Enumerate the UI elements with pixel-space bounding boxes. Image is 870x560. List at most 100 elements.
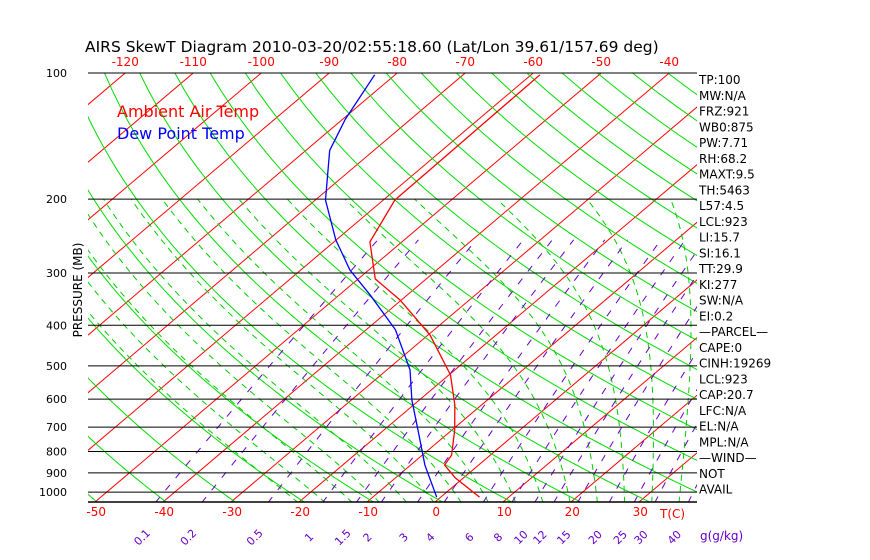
moist-adiabat-line bbox=[496, 198, 626, 502]
pressure-tick-label: 100 bbox=[46, 67, 67, 80]
stat-item: TH:5463 bbox=[698, 183, 750, 197]
dew-point-line bbox=[324, 74, 438, 498]
stat-item: TT:29.9 bbox=[698, 262, 743, 276]
isotherm-line bbox=[88, 73, 194, 163]
stat-item: EL:N/A bbox=[699, 420, 739, 434]
pressure-lines bbox=[88, 72, 697, 503]
mixing-ratio-tick-label: 40 bbox=[665, 528, 684, 547]
dry-adiabat-line bbox=[244, 73, 697, 431]
mixing-ratio-line bbox=[267, 239, 477, 502]
isotherm-line bbox=[570, 394, 697, 502]
dry-adiabat-line bbox=[174, 73, 697, 493]
top-temp-tick-label: -70 bbox=[455, 55, 475, 69]
moist-adiabat-line bbox=[238, 198, 517, 502]
dry-adiabat-line bbox=[456, 73, 697, 257]
mixing-ratio-tick-label: 0.5 bbox=[244, 527, 266, 549]
y-axis-label: PRESSURE (MB) bbox=[71, 243, 85, 338]
moist-adiabat-line bbox=[414, 198, 598, 502]
pressure-tick-label: 700 bbox=[46, 421, 67, 434]
mixing-ratio-tick-label: 8 bbox=[491, 530, 505, 544]
top-temp-tick-label: -110 bbox=[180, 55, 207, 69]
bottom-temp-tick-label: 10 bbox=[497, 505, 512, 519]
stat-item: LCL:923 bbox=[699, 215, 748, 229]
stat-item: LCL:923 bbox=[699, 372, 748, 386]
isotherm-line bbox=[88, 73, 466, 394]
isotherm-line bbox=[0, 64, 68, 503]
dry-adiabat-line bbox=[491, 73, 697, 229]
mixing-ratio-line bbox=[608, 350, 697, 502]
bottom-temp-tick-label: -10 bbox=[358, 505, 378, 519]
bottom-temp-tick-label: -40 bbox=[154, 505, 174, 519]
mixing-ratio-line bbox=[155, 239, 379, 502]
mixing-ratio-line bbox=[553, 274, 697, 502]
dry-adiabat-line bbox=[280, 73, 697, 400]
dry-adiabat-line bbox=[209, 73, 697, 461]
mixing-ratio-tick-label: 4 bbox=[423, 530, 437, 544]
stat-item: —WIND— bbox=[699, 451, 757, 465]
mixing-ratio-line bbox=[577, 305, 697, 502]
mixing-ratio-line bbox=[534, 249, 697, 502]
pressure-tick-label: 300 bbox=[46, 267, 67, 280]
pressure-tick-label: 400 bbox=[46, 319, 67, 332]
mixing-ratio-tick-label: 20 bbox=[586, 528, 605, 547]
sounding-lines bbox=[324, 74, 541, 498]
stat-item: MPL:N/A bbox=[699, 435, 749, 449]
legend-dew-point-temp: Dew Point Temp bbox=[117, 124, 245, 143]
stat-item: TP:100 bbox=[698, 73, 741, 87]
isotherm-line bbox=[502, 336, 697, 502]
isotherm-line bbox=[88, 73, 262, 221]
isotherm-line bbox=[638, 452, 697, 502]
stat-item: LI:15.7 bbox=[699, 231, 740, 245]
moist-adiabat-line bbox=[670, 198, 692, 502]
dry-adiabat-line bbox=[632, 73, 697, 122]
mixing-ratio-tick-label: 1.5 bbox=[332, 527, 354, 549]
mixing-ratio-line bbox=[356, 239, 553, 502]
mixing-ratio-tick-label: 0.2 bbox=[178, 527, 200, 549]
isotherm-line bbox=[366, 221, 697, 502]
dry-adiabat-line bbox=[420, 73, 697, 284]
dry-adiabat-line bbox=[385, 73, 697, 313]
mixing-ratio-line bbox=[201, 239, 419, 502]
isotherm-line bbox=[88, 73, 126, 106]
mixing-ratio-tick-label: 1 bbox=[302, 530, 316, 544]
mixing-ratio-tick-label: 6 bbox=[462, 530, 476, 544]
x-axis-label: T(C) bbox=[659, 507, 685, 521]
top-temp-tick-label: -40 bbox=[659, 55, 679, 69]
isotherm-line bbox=[88, 73, 398, 336]
stat-item: WB0:875 bbox=[699, 120, 754, 134]
top-temp-tick-label: -80 bbox=[387, 55, 407, 69]
top-temp-tick-label: -120 bbox=[112, 55, 139, 69]
mixing-ratio-tick-label: 2 bbox=[361, 530, 375, 544]
pressure-tick-label: 500 bbox=[46, 360, 67, 373]
mixing-ratio-tick-label: 3 bbox=[397, 530, 411, 544]
top-temp-tick-label: -90 bbox=[319, 55, 339, 69]
stat-item: SW:N/A bbox=[699, 294, 744, 308]
stat-item: LFC:N/A bbox=[699, 404, 747, 418]
bottom-temp-tick-label: -50 bbox=[86, 505, 106, 519]
isotherm-line bbox=[162, 73, 670, 502]
pressure-tick-label: 1000 bbox=[39, 486, 67, 499]
mixing-ratio-tick-label: 12 bbox=[531, 528, 550, 547]
stat-item: CAP:20.7 bbox=[699, 388, 754, 402]
top-temp-tick-label: -60 bbox=[523, 55, 543, 69]
stat-item: L57:4.5 bbox=[699, 199, 744, 213]
mixing-ratio-line bbox=[633, 388, 697, 502]
legend-ambient-air-temp: Ambient Air Temp bbox=[117, 102, 259, 121]
bottom-temp-tick-label: 20 bbox=[565, 505, 580, 519]
stat-item: KI:277 bbox=[699, 278, 737, 292]
top-temp-tick-label: -100 bbox=[248, 55, 275, 69]
dry-adiabat-line bbox=[315, 73, 697, 371]
dry-adiabat-line bbox=[0, 73, 29, 503]
stat-item: EI:0.2 bbox=[699, 309, 733, 323]
pressure-tick-label: 200 bbox=[46, 193, 67, 206]
bottom-temp-tick-label: -20 bbox=[290, 505, 310, 519]
pressure-tick-label: 600 bbox=[46, 393, 67, 406]
moist-adiabat-line bbox=[88, 249, 353, 502]
moist-adiabat-line bbox=[103, 198, 408, 502]
dry-adiabat-line bbox=[773, 73, 870, 503]
stat-item: —PARCEL— bbox=[699, 325, 768, 339]
bottom-temp-tick-label: 0 bbox=[432, 505, 440, 519]
moist-adiabat-line bbox=[586, 198, 654, 502]
